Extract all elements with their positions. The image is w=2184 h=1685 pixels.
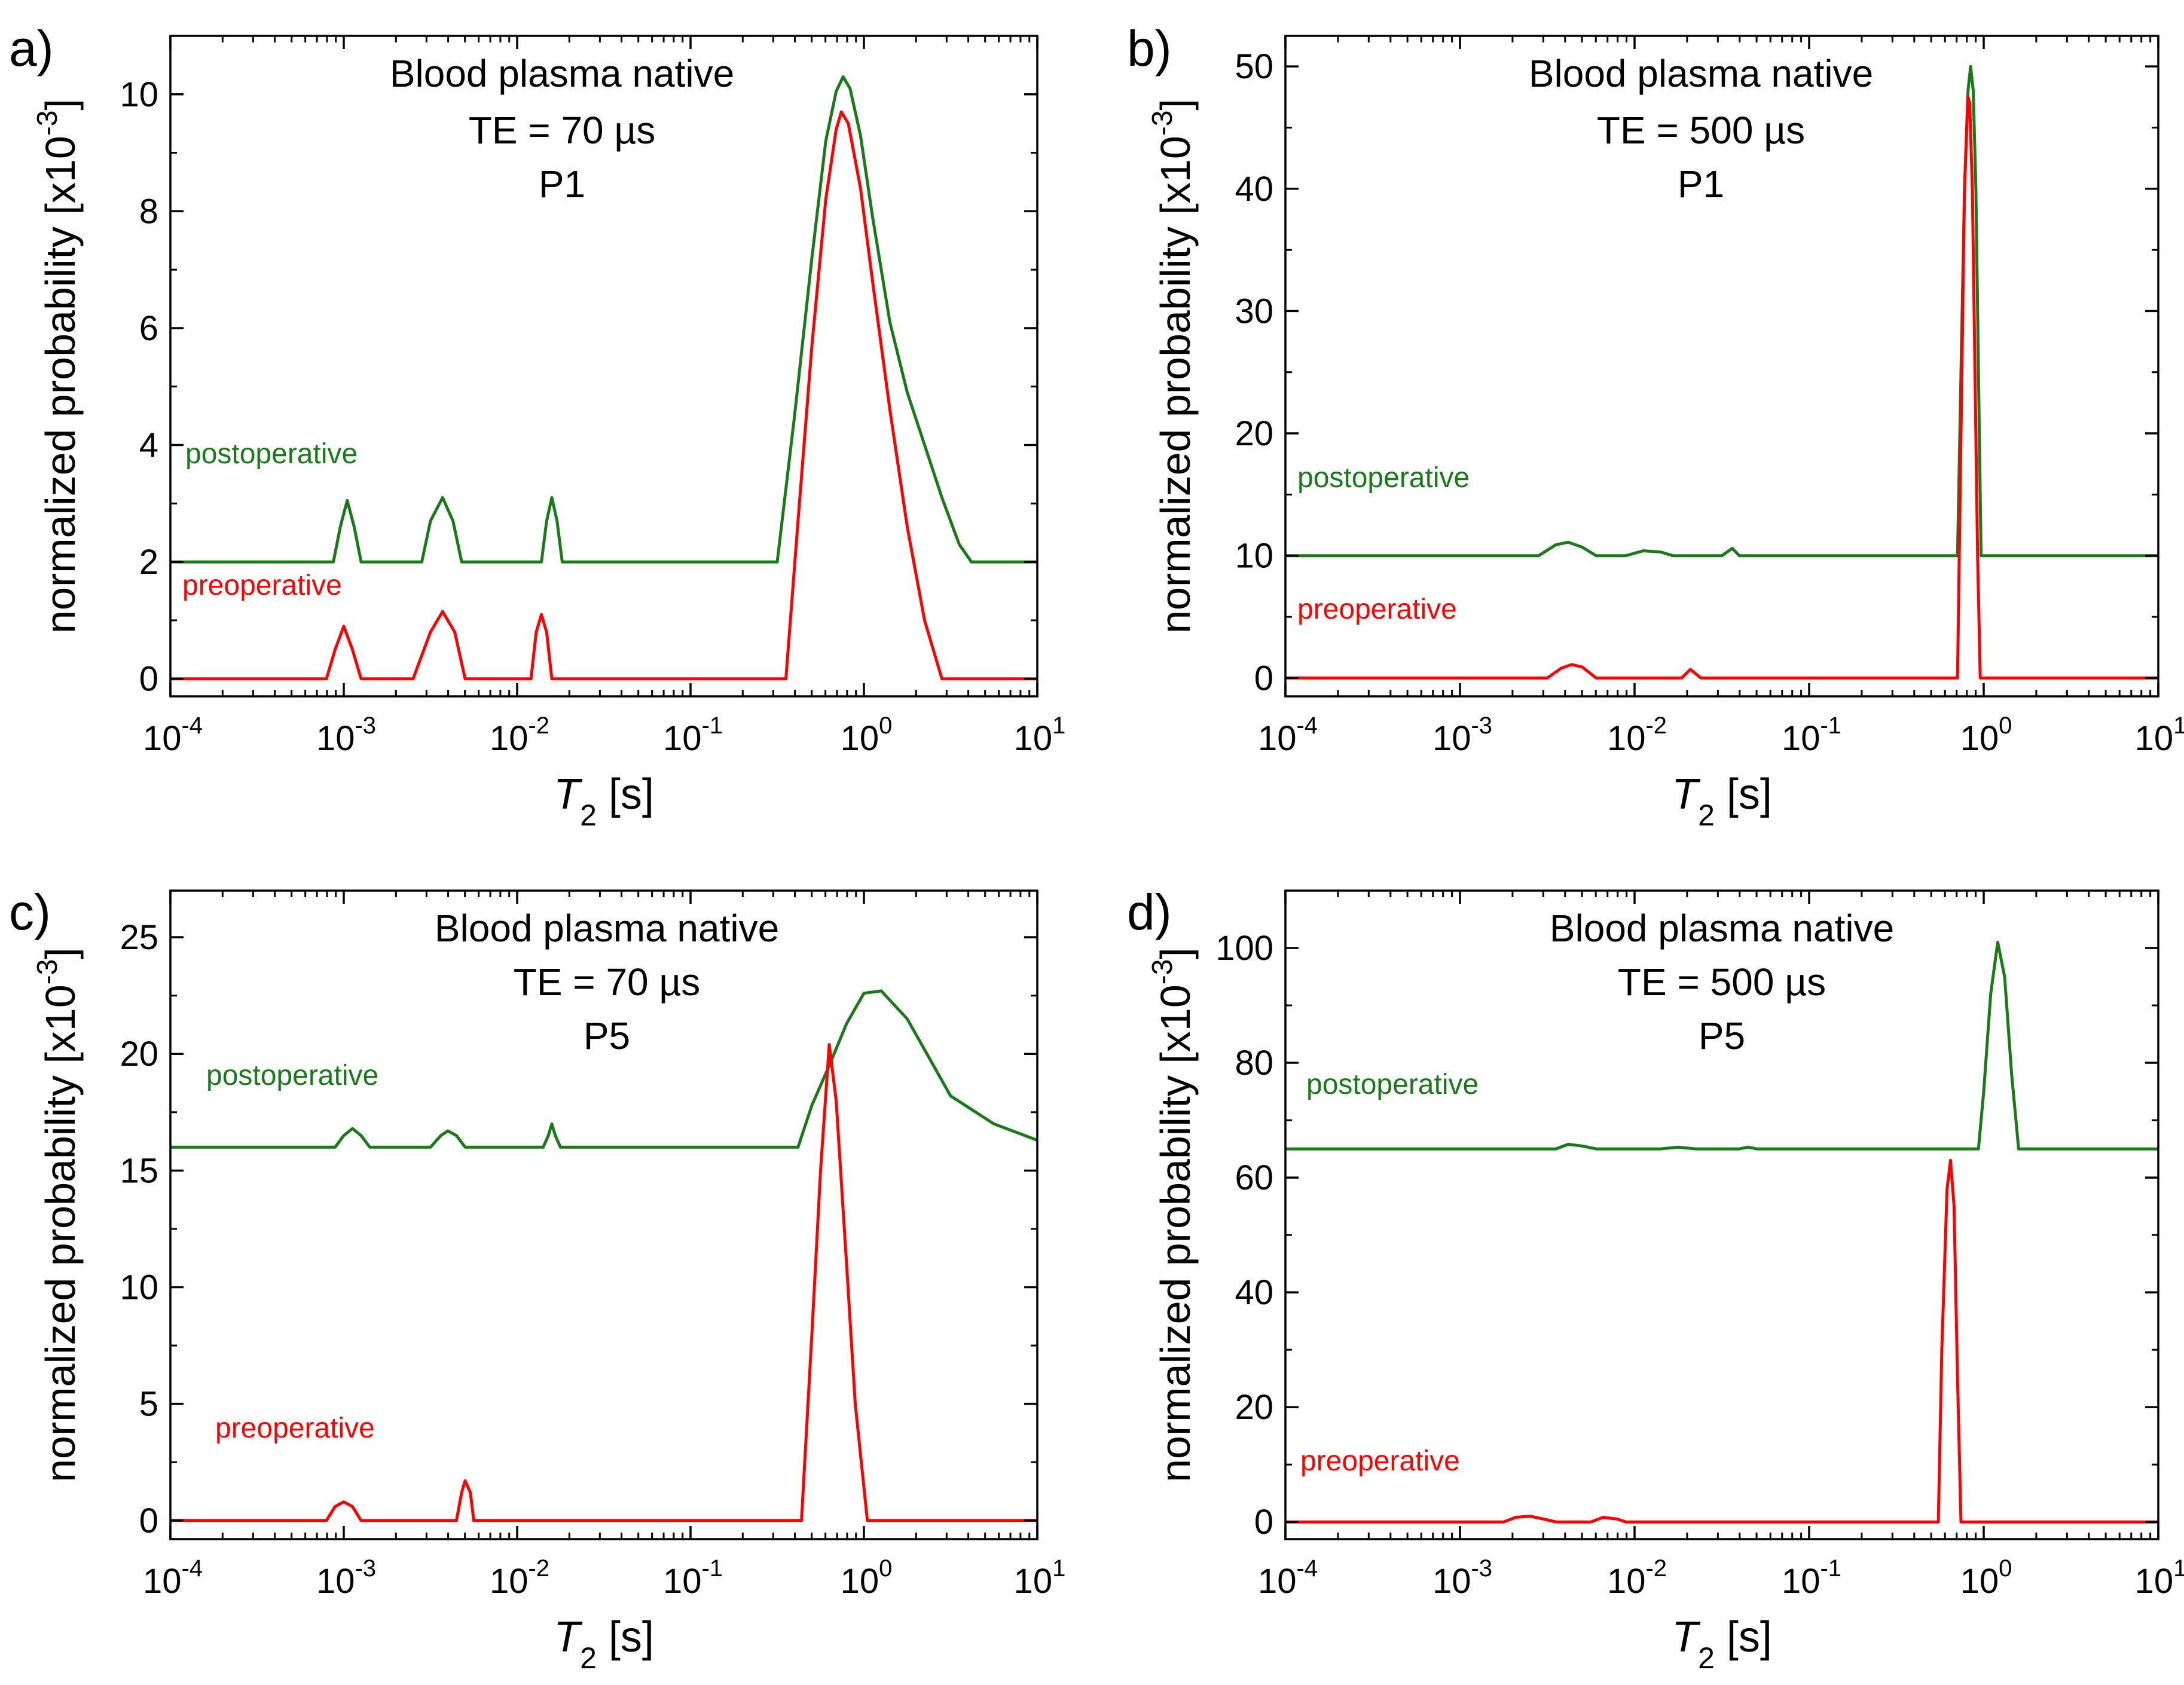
y-axis-label: normalized probability [x10-3]: [1147, 947, 1199, 1482]
chart-title-line: TE = 500 µs: [1597, 109, 1805, 152]
x-tick-label: 101: [2135, 712, 2184, 758]
y-tick-label: 6: [139, 309, 158, 348]
x-tick-label: 100: [1960, 712, 2012, 758]
panel-label: a): [9, 20, 54, 77]
chart-title-line: P1: [539, 163, 585, 206]
y-tick-label: 20: [1235, 414, 1273, 453]
y-tick-label: 20: [120, 1035, 158, 1074]
y-axis-label: normalized probability [x10-3]: [1147, 99, 1199, 634]
plot-frame: [1284, 889, 2159, 1540]
series-line-preoperative: [1285, 1158, 2158, 1524]
chart-title-line: P5: [1699, 1014, 1745, 1057]
x-tick-label: 10-3: [316, 1555, 376, 1601]
series-line-preoperative: [1285, 95, 2158, 680]
panel-label: d): [1127, 884, 1172, 940]
chart-title-line: Blood plasma native: [435, 907, 779, 950]
x-tick-label: 10-1: [663, 712, 723, 758]
chart-panel-c: 10-4 10-3 10-2 10-1 100 101 0 5 10 15 20 25 T2 [s] no…: [9, 884, 1065, 1675]
x-tick-label: 10-4: [143, 712, 203, 758]
y-tick-label: 0: [1254, 1503, 1273, 1542]
chart-panel-a: 10-4 10-3 10-2 10-1 100 101 0 2 4 6 8 10 T2 [s] norma…: [9, 20, 1065, 832]
y-tick-label: 25: [120, 918, 158, 957]
x-tick-label: 10-4: [1258, 712, 1318, 758]
y-tick-label: 0: [139, 660, 158, 699]
x-tick-label: 101: [2135, 1555, 2184, 1601]
x-tick-label: 101: [1014, 1555, 1066, 1601]
y-axis-label: normalized probability [x10-3]: [32, 99, 84, 634]
panel-label: c): [9, 884, 51, 940]
legend-label-postoperative: postoperative: [185, 438, 358, 470]
series-line-postoperative: [1285, 65, 2158, 558]
x-tick-label: 10-2: [1607, 1555, 1667, 1601]
x-tick-label: 100: [841, 1555, 893, 1601]
x-axis-label: T2 [s]: [554, 1613, 654, 1675]
y-tick-label: 10: [120, 1268, 158, 1307]
y-axis-label: normalized probability [x10-3]: [32, 947, 84, 1482]
x-tick-label: 10-1: [1782, 1555, 1841, 1601]
x-tick-label: 10-3: [1432, 712, 1492, 758]
y-tick-label: 50: [1235, 47, 1273, 86]
x-tick-label: 100: [841, 712, 893, 758]
y-tick-label: 0: [1254, 659, 1273, 698]
plot-frame: [169, 35, 1038, 698]
y-tick-label: 15: [120, 1151, 158, 1190]
x-axis-label: T2 [s]: [1672, 1613, 1772, 1675]
chart-title-line: TE = 70 µs: [514, 961, 701, 1004]
plot-frame: [169, 889, 1038, 1540]
series-line-preoperative: [170, 110, 1037, 681]
x-axis-label: T2 [s]: [1672, 770, 1772, 832]
series-line-postoperative: [170, 75, 1037, 564]
y-tick-label: 30: [1235, 292, 1273, 331]
y-tick-label: 20: [1235, 1388, 1273, 1427]
y-tick-label: 10: [120, 75, 158, 114]
x-tick-label: 10-4: [143, 1555, 203, 1601]
plot-frame: [1284, 35, 2159, 698]
y-tick-label: 80: [1235, 1044, 1273, 1082]
series-line-preoperative: [170, 1043, 1037, 1522]
x-tick-label: 10-1: [663, 1555, 723, 1601]
y-tick-label: 100: [1215, 929, 1273, 968]
x-tick-label: 10-3: [1432, 1555, 1492, 1601]
legend-label-preoperative: preoperative: [182, 570, 342, 601]
chart-title-line: P5: [584, 1014, 630, 1057]
x-tick-label: 100: [1960, 1555, 2012, 1601]
x-tick-label: 10-3: [316, 712, 376, 758]
y-tick-label: 0: [139, 1501, 158, 1540]
series-line-postoperative: [170, 989, 1038, 1149]
x-tick-label: 10-2: [1607, 712, 1667, 758]
chart-panel-d: 10-4 10-3 10-2 10-1 100 101 0 20 40 60 80 100 T2 [s]…: [1127, 884, 2184, 1675]
y-tick-label: 40: [1235, 1273, 1273, 1312]
x-tick-label: 101: [1014, 712, 1066, 758]
legend-label-preoperative: preoperative: [1300, 1445, 1460, 1477]
y-tick-label: 4: [139, 426, 158, 465]
y-tick-label: 60: [1235, 1158, 1273, 1197]
chart-title-line: Blood plasma native: [1529, 52, 1873, 95]
legend-label-preoperative: preoperative: [1297, 594, 1457, 625]
chart-title-line: P1: [1678, 163, 1724, 206]
panel-label: b): [1127, 20, 1172, 77]
y-tick-label: 2: [139, 543, 158, 582]
legend-label-postoperative: postoperative: [206, 1060, 378, 1091]
y-tick-label: 5: [139, 1385, 158, 1424]
chart-title-line: TE = 500 µs: [1618, 961, 1826, 1004]
x-axis-label: T2 [s]: [554, 770, 654, 832]
legend-label-preoperative: preoperative: [215, 1412, 375, 1444]
y-tick-label: 40: [1235, 170, 1273, 209]
series-line-postoperative: [1285, 940, 2158, 1151]
chart-title-line: Blood plasma native: [1550, 907, 1894, 950]
y-tick-label: 8: [139, 192, 158, 231]
legend-label-postoperative: postoperative: [1297, 462, 1470, 494]
x-tick-label: 10-1: [1782, 712, 1841, 758]
x-tick-label: 10-2: [490, 1555, 549, 1601]
legend-label-postoperative: postoperative: [1306, 1069, 1479, 1100]
y-tick-label: 10: [1235, 537, 1273, 576]
x-tick-label: 10-4: [1258, 1555, 1318, 1601]
chart-title-line: Blood plasma native: [390, 52, 734, 95]
x-tick-label: 10-2: [490, 712, 549, 758]
chart-title-line: TE = 70 µs: [469, 109, 656, 152]
